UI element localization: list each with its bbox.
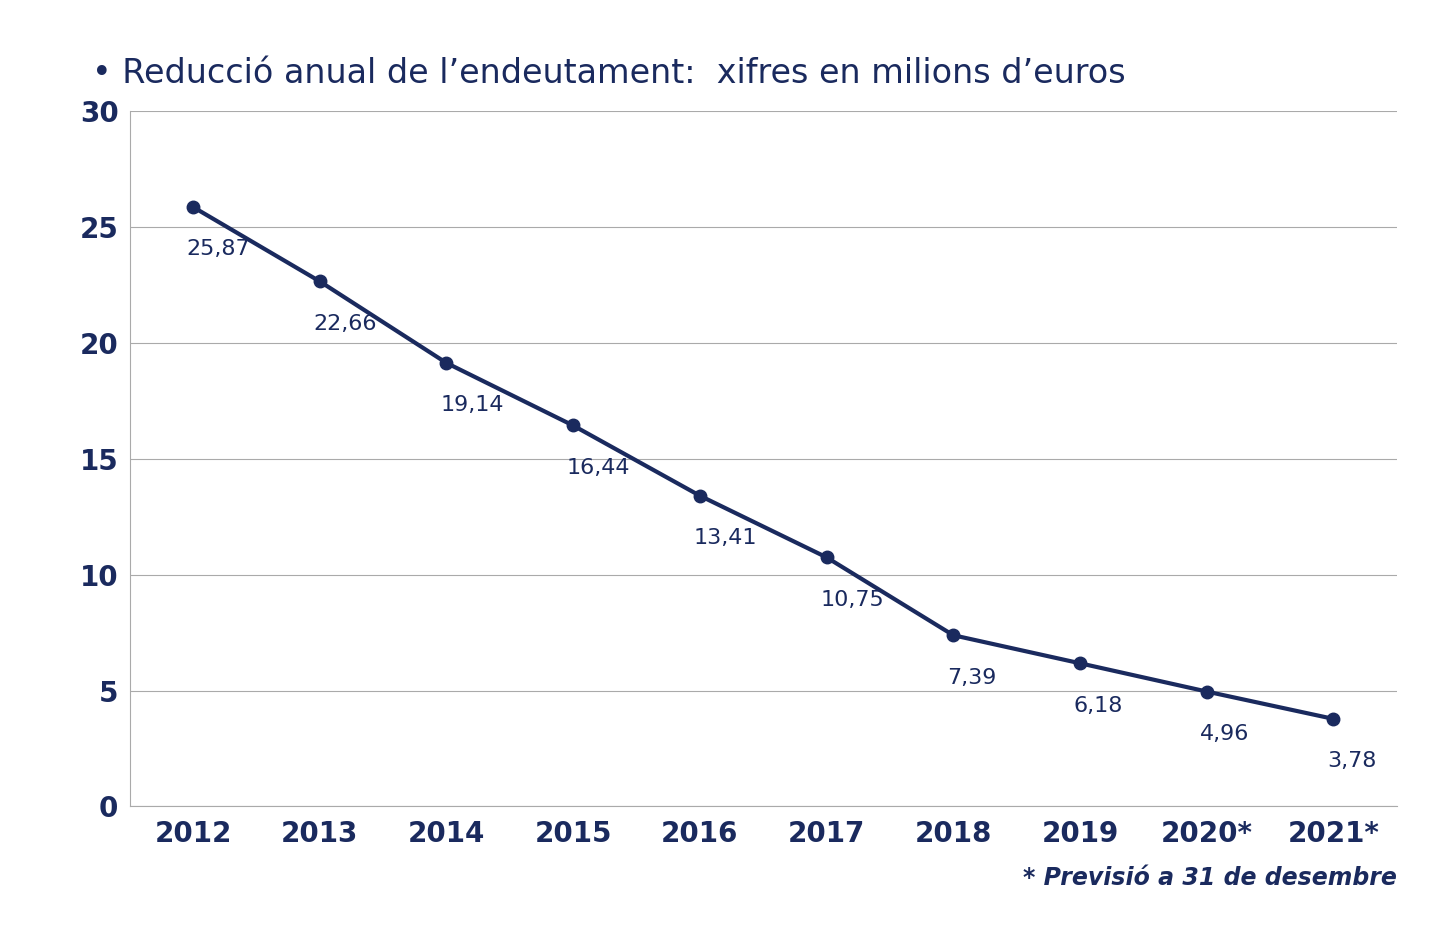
Text: 13,41: 13,41: [694, 528, 757, 548]
Text: 4,96: 4,96: [1201, 724, 1250, 744]
Text: 19,14: 19,14: [441, 395, 504, 415]
Text: 10,75: 10,75: [821, 590, 884, 610]
Text: 6,18: 6,18: [1074, 695, 1123, 716]
Text: 7,39: 7,39: [948, 667, 996, 688]
Text: 22,66: 22,66: [314, 313, 377, 334]
Text: 3,78: 3,78: [1328, 751, 1377, 771]
Text: 25,87: 25,87: [187, 239, 251, 260]
Text: * Previsió a 31 de desembre: * Previsió a 31 de desembre: [1022, 866, 1397, 890]
Text: 16,44: 16,44: [567, 458, 631, 478]
Text: • Reducció anual de l’endeutament:  xifres en milions d’euros: • Reducció anual de l’endeutament: xifre…: [92, 57, 1125, 91]
